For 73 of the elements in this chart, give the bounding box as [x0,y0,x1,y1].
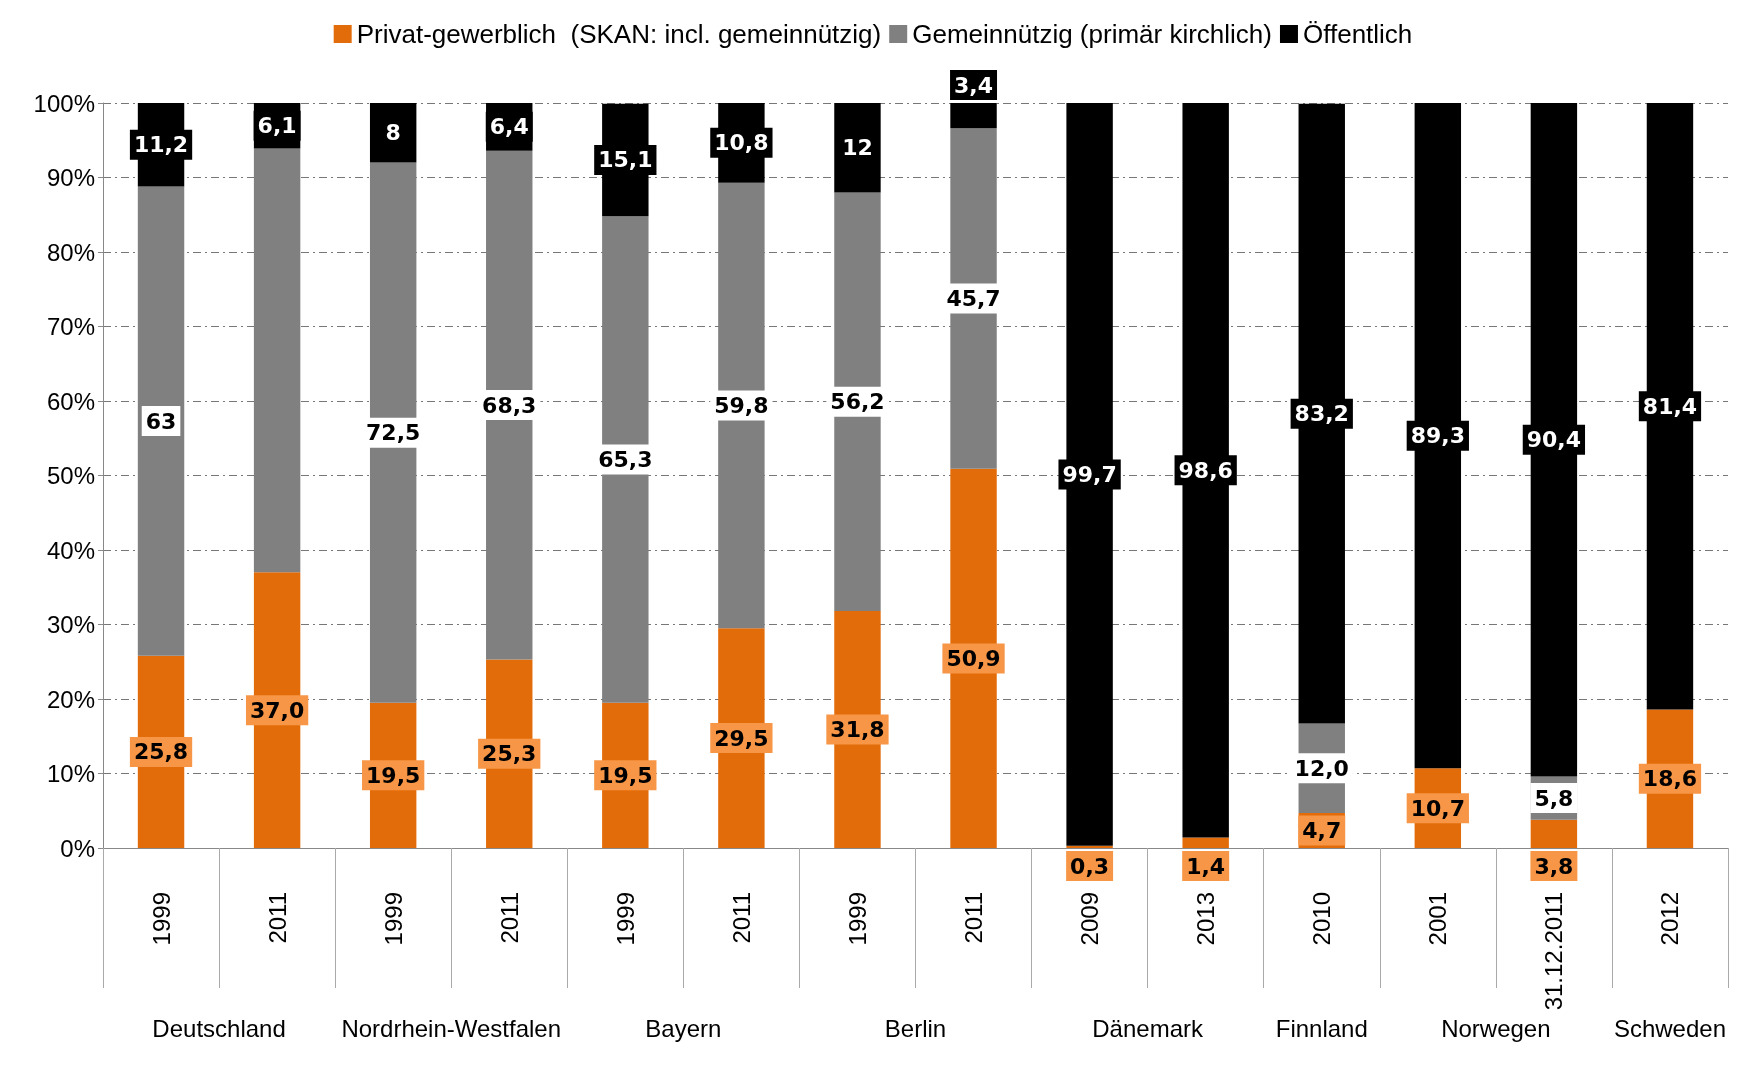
x-tick-label: 1999 [611,892,639,946]
data-label: 18,6 [1642,766,1698,792]
data-label: 19,5 [366,762,421,788]
y-tick-label: 0% [60,834,95,862]
y-tick-label: 70% [46,313,95,340]
legend-label: Gemeinnützig (primär kirchlich) [912,19,1272,49]
x-tick-label: 1999 [147,892,175,946]
data-label: 50,9 [946,645,1001,671]
y-tick-label: 80% [46,238,95,266]
data-label: 3,4 [954,72,994,98]
data-label: 6,1 [257,113,297,139]
x-tick-label: 2011 [727,892,755,944]
x-tick-label: 1999 [379,892,407,946]
y-tick-label: 100% [33,89,95,117]
data-label: 19,5 [598,762,653,788]
data-label: 90,4 [1526,427,1582,453]
data-label: 1,4 [1186,853,1226,879]
legend-label: Privat-gewerblich (SKAN: incl. gemeinnützig) [356,19,882,49]
data-label: 68,3 [482,392,537,418]
x-tick-label: 2011 [495,892,523,944]
text: Norwegen [1441,1014,1551,1042]
data-label: 3,8 [1534,853,1574,879]
x-tick-label: 2012 [1656,892,1684,946]
text: Dänemark [1092,1014,1204,1042]
y-tick-label: 40% [46,536,95,564]
data-label: 65,3 [598,446,653,472]
x-tick-label: 31.12.2011 [1540,892,1568,1011]
data-label: 83,2 [1294,401,1349,427]
data-label: 10,8 [714,130,769,156]
data-label: 31,8 [830,717,885,743]
data-label: 37,0 [249,697,305,723]
legend-label: Öffentlich [1302,19,1413,49]
data-label: 63 [145,408,177,434]
data-label: 25,3 [482,741,537,767]
x-tick-label: 2009 [1076,892,1104,946]
data-label: 25,8 [133,739,189,765]
y-tick-label: 50% [46,462,95,489]
x-tick-label: 2010 [1308,892,1336,946]
data-label: 98,6 [1178,457,1233,483]
text: Nordrhein-Westfalen [341,1014,562,1042]
x-tick-label: 2013 [1192,892,1220,946]
y-tick-label: 20% [46,685,95,713]
data-label: 4,7 [1302,817,1342,843]
data-label: 59,8 [714,392,769,418]
data-label: 89,3 [1410,423,1465,449]
data-label: 15,1 [598,147,653,173]
y-tick-label: 90% [46,164,95,191]
data-label: 0,3 [1070,853,1110,879]
y-tick-label: 30% [46,611,95,638]
data-label: 12,0 [1294,755,1349,781]
data-label: 72,5 [366,420,421,446]
text: Bayern [645,1014,722,1042]
data-label: 99,7 [1062,461,1117,487]
data-label: 10,7 [1410,795,1465,821]
y-tick-label: 60% [46,387,95,415]
data-label: 29,5 [714,725,769,751]
data-label: 11,2 [133,132,189,158]
text: Finnland [1275,1014,1368,1042]
y-tick-label: 10% [46,760,95,787]
data-label: 56,2 [830,389,885,415]
x-tick-label: 2001 [1424,892,1452,946]
x-tick-label: 1999 [843,892,871,946]
text: Berlin [884,1014,947,1042]
data-label: 81,4 [1642,393,1698,419]
data-label: 6,4 [489,114,529,140]
data-label: 12 [842,135,873,161]
data-label: 5,8 [1534,785,1574,811]
x-tick-label: 2011 [960,892,988,944]
data-label: 8 [385,120,401,146]
text: Schweden [1613,1014,1726,1042]
x-tick-label: 2011 [263,892,291,944]
data-label: 45,7 [946,286,1001,312]
text: Deutschland [152,1014,286,1042]
